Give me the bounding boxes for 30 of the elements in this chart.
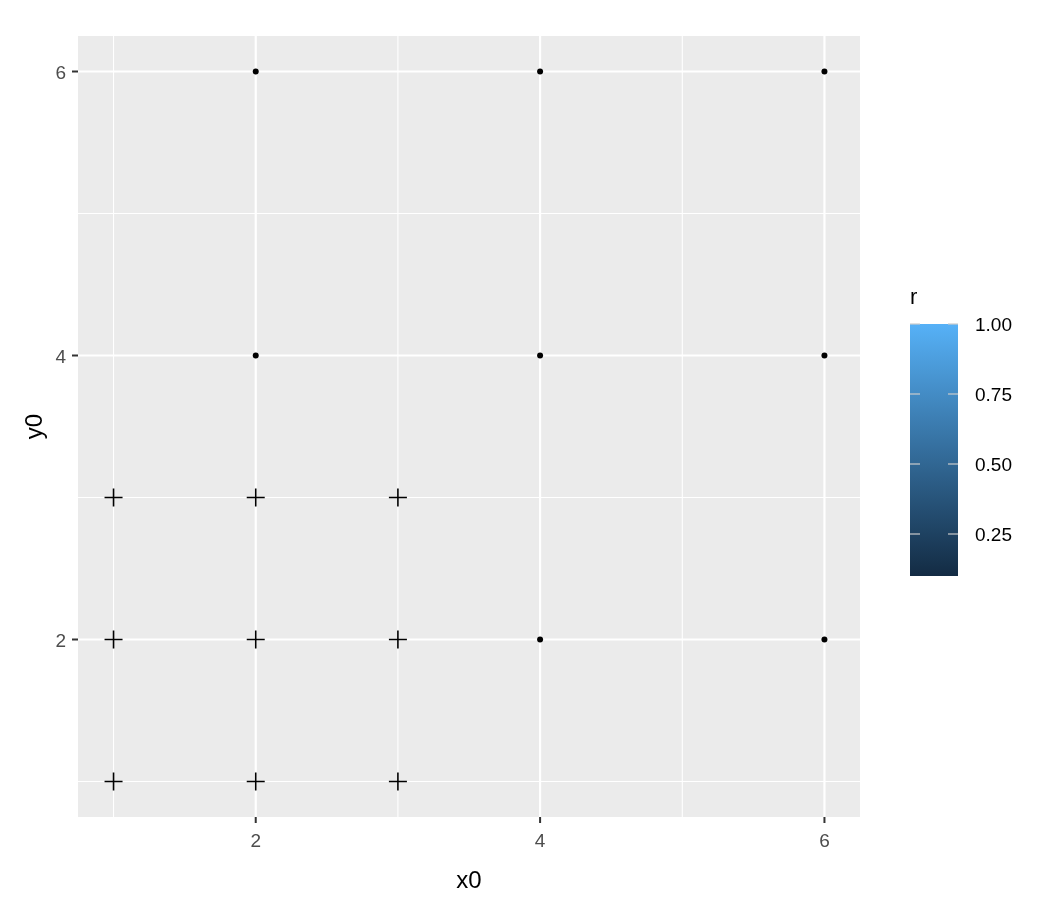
point (537, 636, 544, 643)
x-tick-label: 2 (250, 830, 262, 851)
point (537, 68, 544, 75)
point (103, 771, 124, 792)
point (252, 68, 259, 75)
color-bar-title: r (910, 284, 918, 309)
y-tick-label: 6 (55, 61, 66, 83)
point (388, 629, 408, 650)
point (103, 629, 124, 650)
color-bar-label: 1.00 (975, 314, 1012, 335)
point (252, 352, 259, 359)
point (245, 487, 266, 508)
x-tick-label: 4 (534, 830, 546, 851)
color-bar-label: 0.75 (975, 384, 1012, 405)
point (821, 352, 828, 359)
y-tick-label: 2 (55, 629, 66, 651)
point (388, 487, 408, 508)
color-bar-label: 0.25 (975, 524, 1012, 545)
point (821, 636, 828, 643)
y-axis-title: y0 (20, 413, 47, 440)
point (103, 487, 124, 508)
point (821, 68, 828, 75)
point (388, 771, 408, 792)
x-tick-label: 6 (819, 830, 830, 851)
point (245, 629, 266, 650)
point (245, 771, 266, 792)
color-bar-label: 0.50 (975, 454, 1012, 475)
y-tick-label: 4 (55, 345, 67, 367)
x-axis-title: x0 (456, 866, 482, 893)
point (537, 352, 544, 359)
